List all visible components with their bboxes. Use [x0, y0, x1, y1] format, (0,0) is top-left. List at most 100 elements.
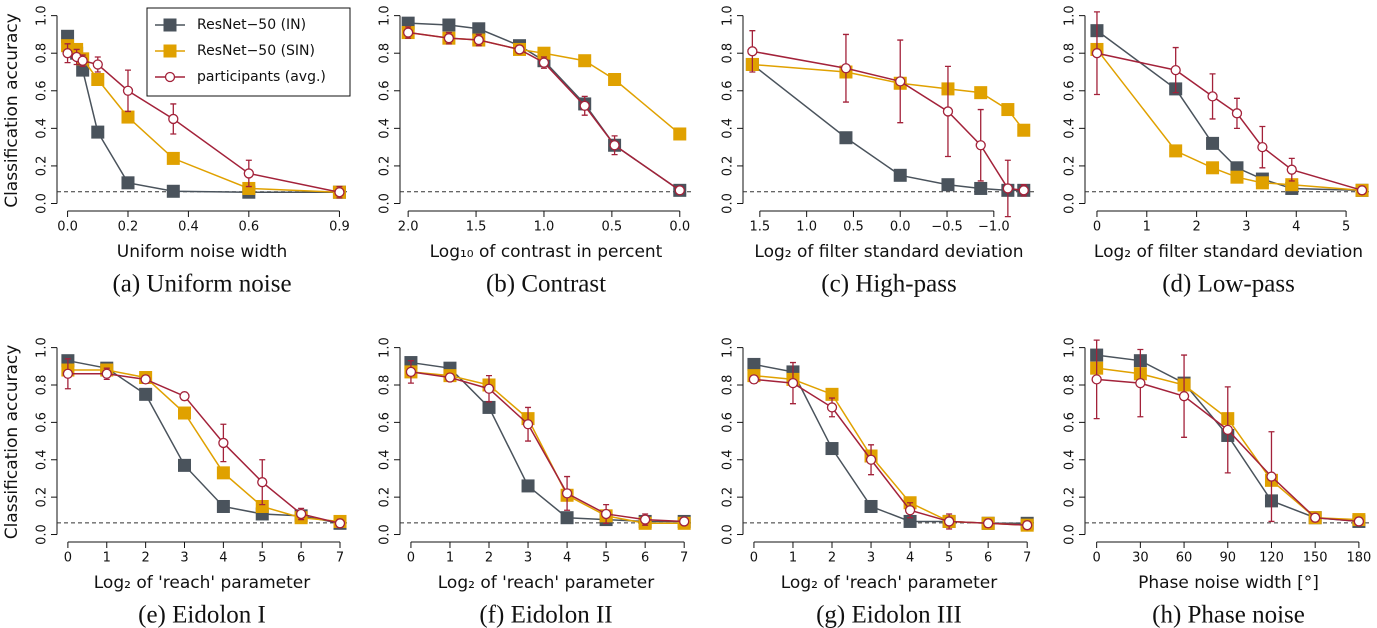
y-axis-label: Classification accuracy	[2, 13, 22, 208]
y-tick-label: 0.6	[721, 412, 736, 433]
data-point	[942, 106, 954, 117]
data-point	[334, 518, 346, 529]
y-tick-label: 0.4	[378, 449, 393, 470]
data-point	[974, 181, 988, 195]
y-tick-label: 1.0	[1063, 5, 1078, 26]
panel: 0.0 0.2 0.4 0.6 0.8 1.0 2.0 1.5 1.0 0.5 0.0 Log₁₀ o…	[378, 5, 692, 298]
data-point	[121, 110, 135, 124]
y-tick-label: 0.8	[378, 43, 393, 64]
legend: ResNet−50 (IN) ResNet−50 (SIN) participant…	[146, 7, 351, 97]
x-tick-label: 7	[336, 551, 344, 566]
x-tick-label: 1	[446, 551, 454, 566]
y-tick-label: 0.4	[378, 118, 393, 139]
series-line	[410, 361, 685, 523]
data-point	[1286, 164, 1297, 175]
x-axis-label: Log₂ of filter standard deviation	[754, 242, 1023, 262]
data-point	[825, 442, 839, 456]
data-point	[216, 499, 230, 513]
data-point	[1266, 471, 1277, 482]
x-axis-label: Log₂ of 'reach' parameter	[438, 573, 654, 593]
x-tick-label: 2	[141, 551, 149, 566]
y-tick-label: 0.2	[378, 156, 393, 177]
data-point	[482, 400, 496, 414]
x-tick-label: 180	[1346, 551, 1371, 566]
data-point	[840, 63, 852, 74]
legend-label: ResNet−50 (SIN)	[197, 43, 315, 59]
x-tick-label: 0.5	[602, 220, 623, 235]
x-tick-label: −0.5	[931, 220, 963, 235]
series-line	[1096, 30, 1363, 192]
panel: 0.0 0.2 0.4 0.6 0.8 1.0 0 1 2 3 4 5 6 7 Log₂ of 'reach…	[2, 337, 347, 628]
data-point	[903, 514, 917, 528]
data-point	[1170, 64, 1181, 76]
x-tick-label: 0	[1093, 220, 1101, 235]
y-tick-label: 0.0	[1063, 524, 1078, 545]
series-line	[67, 373, 341, 525]
legend-box	[146, 7, 351, 97]
data-point	[178, 458, 192, 472]
data-point	[77, 55, 88, 66]
y-tick-label: 0.8	[378, 375, 393, 396]
data-point	[579, 100, 590, 111]
x-tick-label: 1	[103, 551, 111, 566]
x-tick-label: 3	[867, 551, 875, 566]
x-tick-label: 5	[1342, 220, 1350, 235]
caption: (h) Phase noise	[1152, 602, 1305, 628]
data-point	[864, 499, 878, 513]
data-point	[895, 76, 906, 87]
series-line	[410, 371, 685, 525]
data-point	[140, 374, 151, 385]
y-tick-label: 0.2	[378, 487, 393, 508]
y-tick-label: 0.6	[1063, 80, 1078, 101]
x-axis-label: Log₁₀ of contrast in percent	[430, 242, 663, 262]
data-point	[1222, 424, 1233, 436]
y-tick-label: 0.8	[35, 375, 50, 396]
data-point	[1257, 141, 1268, 153]
y-tick-label: 0.4	[1063, 449, 1078, 470]
y-tick-label: 0.6	[1063, 412, 1078, 433]
legend-marker	[163, 44, 177, 58]
y-tick-label: 0.0	[35, 193, 50, 214]
data-point	[472, 22, 486, 36]
data-point	[139, 387, 153, 401]
x-axis-label: Uniform noise width	[117, 242, 287, 262]
data-point	[787, 377, 799, 389]
x-tick-label: 5	[602, 551, 610, 566]
x-tick-label: 3	[524, 551, 532, 566]
data-point	[674, 185, 685, 196]
y-tick-label: 0.6	[378, 80, 393, 101]
data-point	[839, 131, 853, 145]
x-tick-label: 3	[1242, 220, 1250, 235]
data-point	[826, 402, 838, 413]
series-line	[1096, 48, 1363, 192]
data-point	[747, 46, 758, 57]
y-tick-label: 0.0	[721, 524, 736, 545]
data-point	[91, 125, 105, 139]
y-tick-label: 0.0	[721, 193, 736, 214]
series-line	[753, 378, 1028, 526]
x-tick-label: 3	[180, 551, 188, 566]
y-tick-label: 0.2	[721, 156, 736, 177]
data-point	[600, 508, 612, 520]
x-tick-label: 0.0	[57, 220, 78, 235]
data-point	[76, 63, 90, 77]
y-tick-label: 0.2	[721, 487, 736, 508]
data-point	[1091, 374, 1102, 385]
x-tick-label: 0.0	[669, 220, 690, 235]
data-point	[257, 477, 268, 488]
x-tick-label: 6	[641, 551, 649, 566]
x-tick-label: 5	[945, 551, 953, 566]
series-line	[751, 63, 1024, 192]
y-tick-label: 0.6	[378, 412, 393, 433]
x-tick-label: 4	[563, 551, 571, 566]
x-tick-label: −1.0	[978, 220, 1010, 235]
x-axis-label: Log₂ of 'reach' parameter	[94, 573, 310, 593]
x-tick-label: 1	[789, 551, 797, 566]
x-tick-label: 0.2	[118, 220, 139, 235]
data-point	[473, 34, 484, 46]
y-tick-label: 1.0	[1063, 337, 1078, 358]
data-point	[1207, 91, 1218, 102]
x-tick-label: 1.5	[750, 220, 771, 235]
data-point	[537, 46, 551, 60]
